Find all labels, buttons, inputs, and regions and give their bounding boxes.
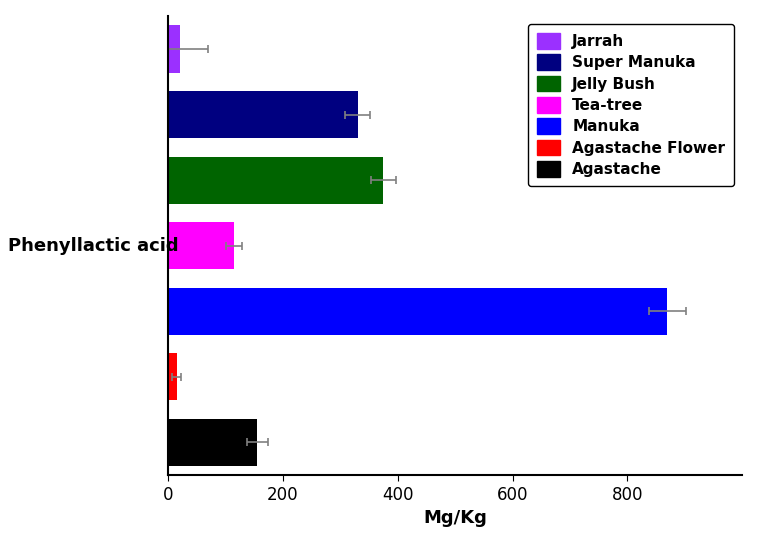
Bar (168, 222, 234, 269)
Legend: Jarrah, Super Manuka, Jelly Bush, Tea-tree, Manuka, Agastache Flower, Agastache: Jarrah, Super Manuka, Jelly Bush, Tea-tr… (528, 24, 734, 186)
X-axis label: Mg/Kg: Mg/Kg (423, 509, 487, 527)
Bar (168, 353, 177, 401)
Bar (168, 25, 180, 72)
Bar (168, 419, 257, 466)
Bar (168, 288, 667, 335)
Bar (168, 91, 358, 138)
Text: Phenyllactic acid: Phenyllactic acid (8, 237, 179, 255)
Bar (168, 157, 383, 204)
